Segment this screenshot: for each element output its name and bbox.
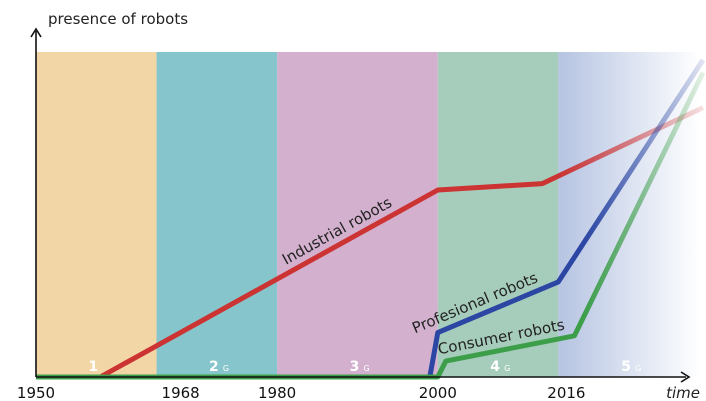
era-band-label-3: 3 <box>350 359 360 375</box>
y-axis-title: presence of robots <box>48 10 188 28</box>
era-band-label-4: 4 <box>490 359 500 375</box>
era-band-sublabel-3: G <box>363 364 369 373</box>
x-axis-title: time <box>666 384 700 401</box>
era-band-label-1: 1 <box>88 359 98 375</box>
era-band-1 <box>36 52 157 377</box>
era-band-sublabel-2: G <box>223 364 229 373</box>
x-tick-2016: 2016 <box>547 384 585 401</box>
x-tick-labels: 1950 1968 1980 2000 2016 <box>17 384 586 401</box>
x-tick-2000: 2000 <box>419 384 457 401</box>
era-band-sublabel-5: G <box>635 364 641 373</box>
x-axis-arrow <box>680 371 691 383</box>
era-band-label-5: 5 <box>621 359 631 375</box>
era-band-label-2: 2 <box>209 359 219 375</box>
era-band-3 <box>277 52 438 377</box>
y-axis-arrow <box>30 27 42 38</box>
x-tick-1968: 1968 <box>162 384 200 401</box>
era-band-2 <box>156 52 278 377</box>
x-tick-1980: 1980 <box>258 384 296 401</box>
x-tick-1950: 1950 <box>17 384 55 401</box>
era-band-sublabel-4: G <box>504 364 510 373</box>
